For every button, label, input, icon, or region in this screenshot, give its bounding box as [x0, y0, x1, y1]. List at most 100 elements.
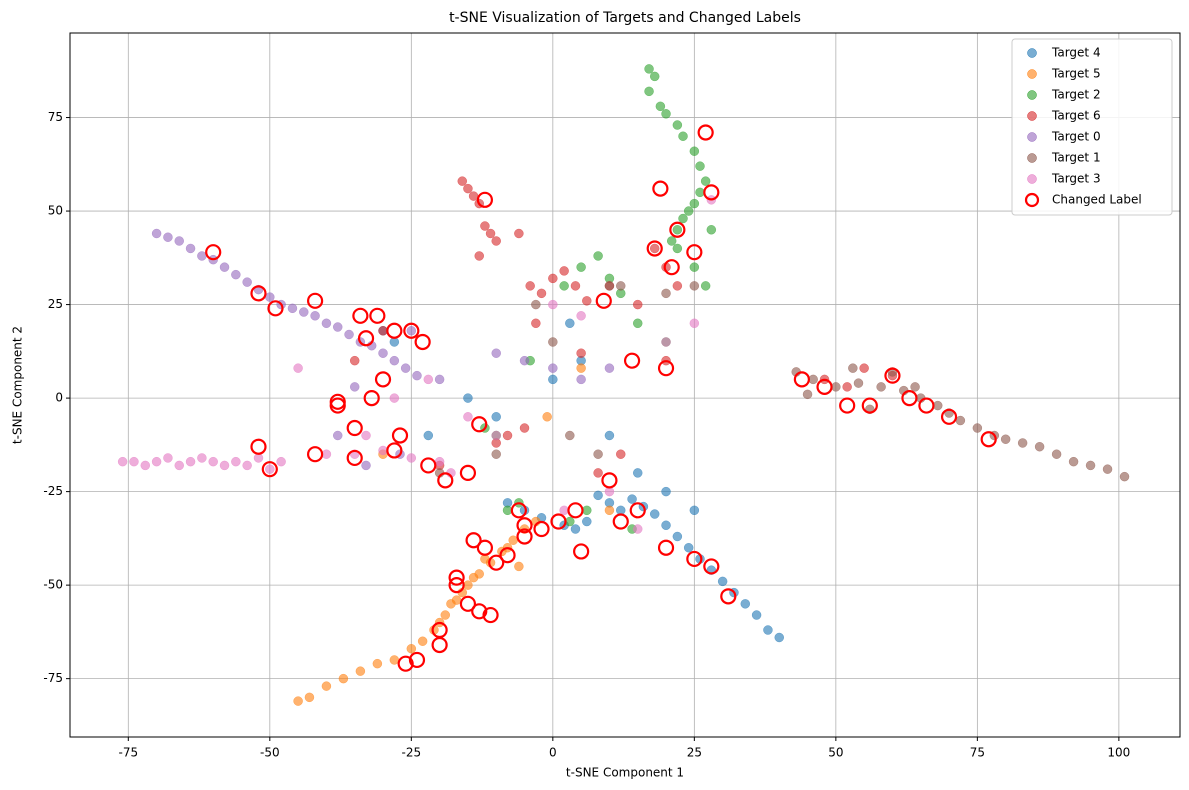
point — [604, 505, 615, 516]
point — [604, 281, 615, 291]
legend-marker — [1027, 132, 1037, 142]
changed-marker — [516, 528, 533, 545]
point — [378, 445, 388, 456]
point — [632, 299, 643, 310]
changed-marker — [940, 408, 958, 425]
changed-marker — [612, 513, 629, 530]
changed-marker — [459, 595, 477, 612]
changed-marker — [465, 532, 482, 549]
point — [1017, 438, 1028, 448]
point — [185, 243, 196, 254]
changed-marker — [261, 461, 278, 478]
point — [349, 355, 360, 366]
x-tick-label: 100 — [1107, 746, 1130, 760]
changed-marker — [448, 577, 465, 594]
point — [491, 412, 501, 422]
point — [666, 236, 677, 246]
point — [672, 243, 683, 254]
point — [1068, 456, 1079, 467]
point — [706, 225, 717, 235]
point — [265, 292, 275, 302]
changed-marker — [499, 547, 516, 564]
point — [417, 636, 428, 646]
point — [695, 161, 705, 171]
point — [593, 468, 603, 478]
point — [627, 494, 637, 504]
point — [689, 505, 700, 516]
changed-marker — [980, 431, 997, 448]
changed-marker — [363, 389, 380, 407]
point — [565, 430, 575, 441]
point — [519, 355, 530, 366]
legend-label: Target 4 — [1051, 46, 1101, 60]
point — [548, 337, 558, 347]
changed-marker — [476, 539, 494, 556]
point — [440, 610, 451, 620]
legend-marker — [1024, 192, 1040, 208]
point — [683, 542, 694, 553]
changed-marker — [420, 457, 437, 474]
point — [514, 561, 524, 572]
changed-marker — [793, 371, 810, 388]
legend-label: Changed Label — [1052, 193, 1142, 207]
point — [332, 322, 343, 332]
legend-label: Target 6 — [1051, 109, 1101, 123]
changed-marker — [901, 389, 918, 407]
y-tick-label: 50 — [48, 204, 63, 218]
point — [519, 423, 530, 433]
point — [582, 296, 592, 306]
point — [304, 692, 315, 703]
point — [565, 318, 575, 329]
point — [655, 101, 666, 112]
point — [649, 509, 660, 519]
point — [344, 329, 354, 340]
point — [174, 460, 184, 471]
y-axis-label: t-SNE Component 2 — [11, 326, 25, 444]
legend-marker — [1027, 48, 1037, 58]
point — [700, 281, 711, 291]
point — [548, 273, 558, 284]
point — [276, 456, 286, 467]
point — [859, 363, 869, 373]
changed-marker — [374, 371, 392, 388]
point — [406, 453, 417, 463]
point — [219, 262, 230, 272]
point — [576, 311, 586, 321]
point — [751, 610, 762, 620]
changed-marker — [646, 240, 663, 257]
x-tick-label: -75 — [118, 746, 138, 760]
point — [208, 456, 218, 467]
point — [531, 318, 541, 329]
point — [616, 449, 626, 459]
point — [955, 415, 966, 426]
changed-marker — [686, 550, 703, 568]
point — [582, 505, 592, 516]
changed-marker — [720, 588, 737, 605]
point — [542, 412, 552, 422]
changed-marker — [431, 636, 448, 654]
point — [1119, 471, 1130, 482]
point — [644, 64, 654, 74]
point — [559, 281, 569, 291]
point — [689, 262, 700, 272]
changed-marker — [482, 606, 499, 624]
point — [661, 288, 671, 299]
legend-marker — [1027, 69, 1037, 79]
x-tick-label: 75 — [970, 746, 985, 760]
changed-marker — [657, 539, 675, 556]
point — [406, 326, 417, 336]
point — [457, 176, 468, 186]
point — [434, 374, 445, 385]
point — [163, 453, 173, 463]
changed-marker — [476, 191, 494, 208]
legend-marker — [1027, 111, 1037, 121]
point — [514, 228, 524, 239]
point — [678, 131, 688, 141]
changed-marker — [459, 464, 477, 482]
point — [831, 382, 841, 392]
point — [689, 281, 700, 291]
point — [349, 382, 360, 392]
changed-marker — [306, 446, 324, 463]
